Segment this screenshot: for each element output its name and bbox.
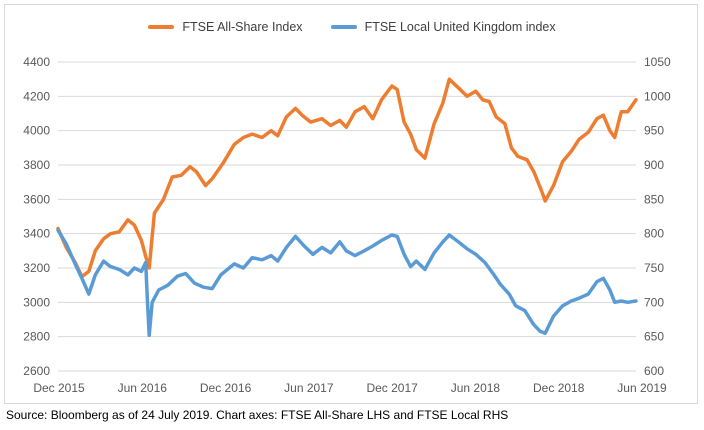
y-right-tick-label: 1000 [644, 89, 671, 103]
x-tick-label: Dec 2017 [366, 381, 418, 395]
legend-label-ftse-local: FTSE Local United Kingdom index [364, 20, 556, 34]
y-left-tick-label: 2800 [23, 330, 50, 344]
chart-source-note: Source: Bloomberg as of 24 July 2019. Ch… [6, 408, 509, 422]
x-tick-label: Jun 2017 [284, 381, 334, 395]
y-left-tick-label: 3200 [23, 261, 50, 275]
chart-legend: FTSE All-Share Index FTSE Local United K… [0, 20, 704, 34]
y-left-tick-label: 3400 [23, 227, 50, 241]
y-right-tick-label: 800 [644, 227, 664, 241]
y-right-tick-label: 700 [644, 295, 664, 309]
legend-item-ftse-local: FTSE Local United Kingdom index [330, 20, 556, 34]
y-left-tick-label: 3800 [23, 158, 50, 172]
y-right-tick-label: 650 [644, 330, 664, 344]
y-left-tick-label: 4200 [23, 89, 50, 103]
series-line-ftse-all-share [56, 77, 638, 279]
y-right-tick-label: 600 [644, 364, 664, 378]
x-tick-label: Jun 2018 [451, 381, 501, 395]
y-right-tick-label: 750 [644, 261, 664, 275]
legend-label-ftse-all-share: FTSE All-Share Index [182, 20, 303, 34]
y-left-tick-label: 4000 [23, 124, 50, 138]
y-right-tick-label: 1050 [644, 55, 671, 69]
y-right-tick-label: 850 [644, 192, 664, 206]
series-line-ftse-local [56, 228, 638, 338]
y-right-tick-label: 950 [644, 124, 664, 138]
y-left-tick-label: 4400 [23, 55, 50, 69]
y-left-tick-label: 2600 [23, 364, 50, 378]
legend-swatch-ftse-local [330, 25, 357, 29]
x-tick-label: Jun 2016 [118, 381, 168, 395]
y-left-tick-label: 3600 [23, 192, 50, 206]
x-tick-label: Dec 2016 [200, 381, 252, 395]
chart-frame [4, 4, 698, 404]
y-right-tick-label: 900 [644, 158, 664, 172]
x-tick-label: Dec 2018 [533, 381, 585, 395]
y-left-tick-label: 3000 [23, 295, 50, 309]
legend-item-ftse-all-share: FTSE All-Share Index [148, 20, 303, 34]
legend-swatch-ftse-all-share [148, 25, 175, 29]
x-tick-label: Dec 2015 [33, 381, 85, 395]
x-tick-label: Jun 2019 [617, 381, 667, 395]
